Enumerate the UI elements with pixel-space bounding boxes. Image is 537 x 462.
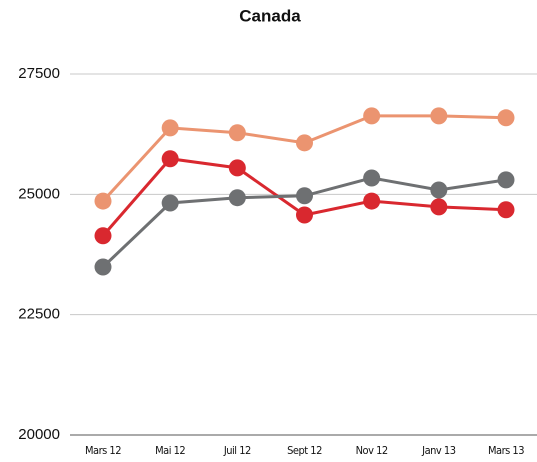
- data-point: [94, 192, 112, 210]
- x-tick-label: Janv 13: [421, 444, 456, 457]
- data-point: [430, 198, 448, 216]
- data-point: [228, 189, 246, 207]
- y-tick-label: 20000: [18, 426, 60, 443]
- data-point: [161, 119, 179, 137]
- x-tick-label: Nov 12: [356, 444, 388, 457]
- y-tick-label: 22500: [18, 306, 60, 323]
- data-point: [497, 201, 515, 219]
- x-tick-label: Sept 12: [287, 444, 322, 457]
- x-tick-label: Juil 12: [223, 444, 251, 457]
- data-point: [363, 107, 381, 125]
- data-point: [161, 194, 179, 212]
- data-point: [94, 258, 112, 276]
- x-tick-label: Mai 12: [155, 444, 185, 457]
- data-point: [296, 134, 313, 152]
- y-tick-label: 27500: [18, 65, 60, 82]
- data-point: [430, 107, 448, 125]
- chart-title: Canada: [239, 6, 301, 25]
- data-point: [363, 169, 381, 187]
- data-point: [296, 187, 313, 205]
- data-point: [94, 227, 112, 245]
- data-point: [497, 171, 515, 189]
- y-tick-label: 25000: [18, 185, 60, 202]
- data-point: [296, 206, 313, 224]
- data-point: [228, 159, 246, 177]
- data-point: [228, 124, 246, 142]
- data-point: [497, 109, 515, 127]
- data-point: [430, 181, 448, 199]
- data-point: [161, 150, 179, 168]
- x-tick-label: Mars 13: [488, 444, 524, 457]
- x-tick-label: Mars 12: [85, 444, 121, 457]
- data-point: [363, 192, 381, 210]
